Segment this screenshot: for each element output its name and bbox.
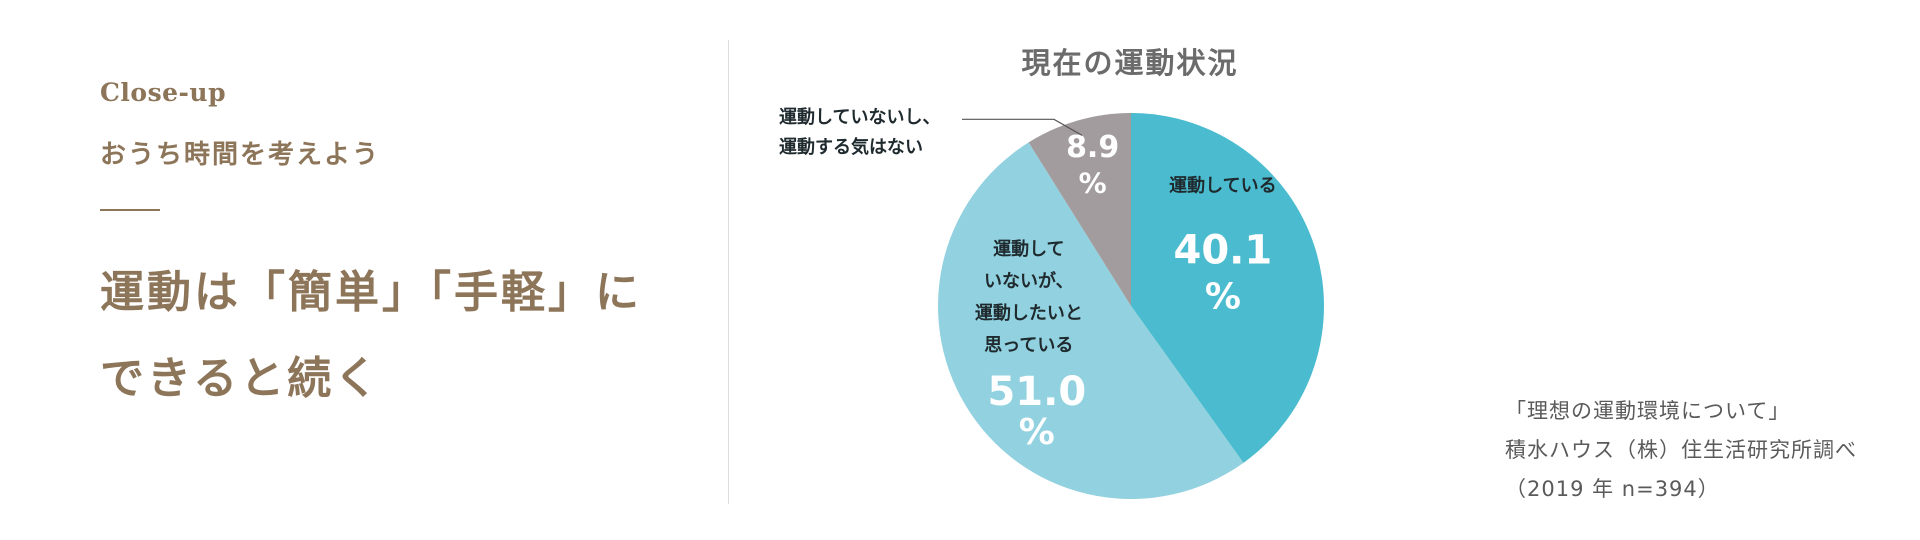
source-line-1: 「理想の運動環境について」 bbox=[1505, 399, 1791, 423]
pie-slice-1 bbox=[938, 142, 1244, 499]
slice-label-2-line-0: 運動していないし、 bbox=[779, 106, 940, 128]
slice-unit-1: % bbox=[1019, 412, 1055, 453]
slice-value-1: 51.0 bbox=[987, 369, 1086, 415]
slice-label-1-line-1: いないが、 bbox=[984, 270, 1074, 292]
slice-unit-2: % bbox=[1079, 166, 1107, 199]
headline: 運動は「簡単」「手軽」に できると続く bbox=[100, 250, 700, 422]
pie-slice-0 bbox=[1131, 113, 1324, 463]
headline-line-2: できると続く bbox=[100, 353, 382, 404]
vertical-divider bbox=[728, 40, 729, 504]
chart-title: 現在の運動状況 bbox=[1021, 46, 1239, 80]
source-note: 「理想の運動環境について」 積水ハウス（株）住生活研究所調べ （2019 年 n… bbox=[1505, 392, 1857, 509]
source-line-3: （2019 年 n=394） bbox=[1505, 477, 1720, 501]
slice-leader-line-2 bbox=[961, 118, 1083, 136]
pie-slice-2 bbox=[1028, 113, 1131, 306]
eyebrow-text: Close-up bbox=[100, 78, 227, 107]
slice-label-0-line-0: 運動している bbox=[1169, 174, 1276, 196]
slice-value-2: 8.9 bbox=[1066, 130, 1119, 165]
slice-label-2-line-1: 運動する気はない bbox=[779, 136, 923, 158]
source-line-2: 積水ハウス（株）住生活研究所調べ bbox=[1505, 438, 1857, 462]
headline-line-1: 運動は「簡単」「手軽」に bbox=[100, 267, 642, 318]
accent-rule bbox=[100, 209, 160, 211]
left-panel: Close-up おうち時間を考えよう 運動は「簡単」「手軽」に できると続く bbox=[100, 0, 700, 540]
slice-label-1-line-2: 運動したいと bbox=[975, 302, 1083, 324]
slice-label-1-line-3: 思っている bbox=[984, 335, 1073, 356]
slice-value-0: 40.1 bbox=[1174, 227, 1273, 273]
subtitle-text: おうち時間を考えよう bbox=[100, 140, 381, 170]
slice-label-1-line-0: 運動して bbox=[993, 238, 1064, 260]
slice-unit-0: % bbox=[1205, 276, 1241, 317]
